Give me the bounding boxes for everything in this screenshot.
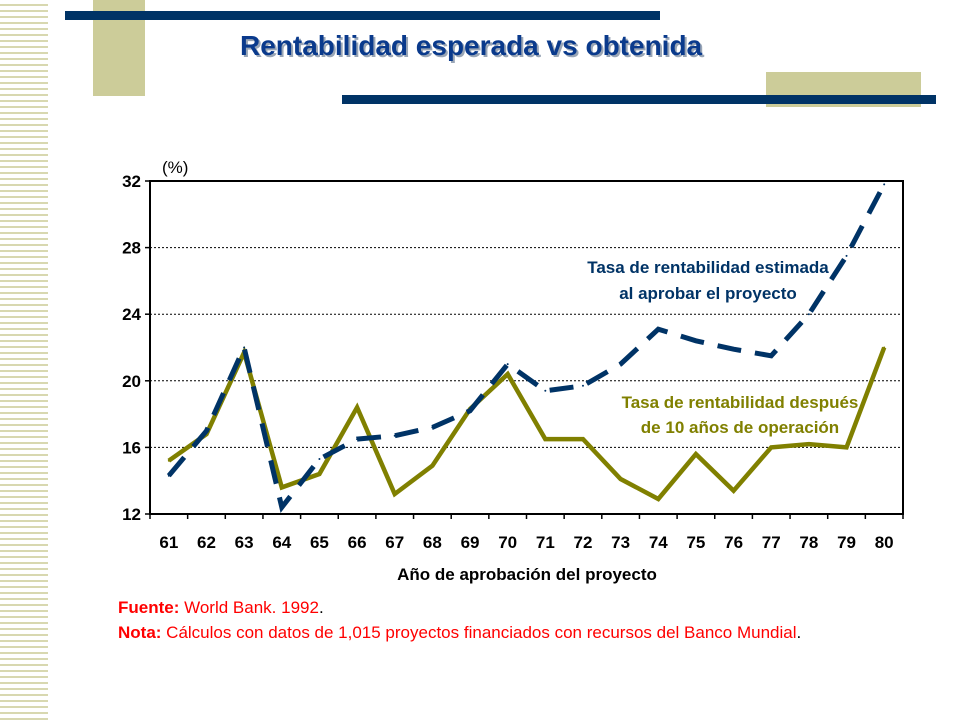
- x-tick-label: 77: [762, 533, 781, 552]
- x-tick-label: 75: [686, 533, 705, 552]
- point-expected: [845, 254, 848, 257]
- x-tick-label: 63: [235, 533, 254, 552]
- series-line-obtained: [167, 345, 887, 502]
- x-tick-label: 65: [310, 533, 329, 552]
- point-obtained: [732, 489, 735, 492]
- point-expected: [205, 429, 208, 432]
- point-expected: [581, 384, 584, 387]
- point-expected: [167, 474, 170, 477]
- plot-frame: [149, 180, 904, 515]
- note-label: Nota:: [118, 623, 162, 642]
- point-expected: [506, 363, 509, 366]
- point-expected: [318, 458, 321, 461]
- decor-navy-bar-top: [65, 11, 660, 20]
- point-expected: [356, 438, 359, 441]
- x-tick-label: 69: [461, 533, 480, 552]
- series-line-expected: [166, 183, 887, 513]
- point-obtained: [167, 459, 170, 462]
- point-expected: [732, 348, 735, 351]
- x-tick-label: 72: [574, 533, 593, 552]
- point-obtained: [393, 493, 396, 496]
- label-obtained-line-1: Tasa de rentabilidad después: [622, 393, 859, 412]
- x-tick-label: 79: [837, 533, 856, 552]
- x-tick-label: 76: [724, 533, 743, 552]
- point-obtained: [280, 486, 283, 489]
- x-tick-label: 80: [875, 533, 894, 552]
- point-expected: [807, 313, 810, 316]
- source-note: Fuente: World Bank. 1992.: [118, 598, 324, 618]
- point-obtained: [431, 464, 434, 467]
- note-text: Cálculos con datos de 1,015 proyectos fi…: [161, 623, 797, 642]
- label-obtained-line-2: de 10 años de operación: [641, 418, 839, 437]
- point-obtained: [694, 453, 697, 456]
- point-expected: [243, 346, 246, 349]
- slide-title: Rentabilidad esperada vs obtenida: [240, 30, 703, 61]
- x-tick-label: 66: [348, 533, 367, 552]
- label-expected-line-2: al aprobar el proyecto: [619, 284, 797, 303]
- label-expected-line-1: Tasa de rentabilidad estimada: [587, 258, 829, 277]
- source-label: Fuente:: [118, 598, 180, 617]
- point-obtained: [619, 478, 622, 481]
- x-tick-label: 71: [536, 533, 555, 552]
- y-axis-label: (%): [162, 158, 188, 177]
- y-tick-label: 24: [122, 305, 141, 324]
- y-tick-label: 12: [122, 505, 141, 524]
- point-obtained: [770, 446, 773, 449]
- note-end: .: [796, 623, 802, 642]
- point-expected: [770, 354, 773, 357]
- y-tick-label: 28: [122, 239, 141, 258]
- calc-note: Nota: Cálculos con datos de 1,015 proyec…: [118, 623, 801, 643]
- point-expected: [431, 426, 434, 429]
- point-obtained: [318, 473, 321, 476]
- point-expected: [883, 183, 886, 186]
- x-tick-label: 64: [272, 533, 291, 552]
- point-obtained: [883, 346, 886, 349]
- y-tick-label: 32: [122, 172, 141, 191]
- x-tick-label: 70: [498, 533, 517, 552]
- point-expected: [469, 409, 472, 412]
- point-expected: [619, 363, 622, 366]
- x-axis-label: Año de aprobación del proyecto: [397, 565, 657, 584]
- point-expected: [657, 328, 660, 331]
- point-obtained: [544, 438, 547, 441]
- point-obtained: [581, 438, 584, 441]
- point-expected: [694, 339, 697, 342]
- point-obtained: [845, 446, 848, 449]
- y-tick-label: 16: [122, 438, 141, 457]
- y-tick-label: 20: [122, 372, 141, 391]
- point-obtained: [657, 498, 660, 501]
- source-end: .: [318, 598, 324, 617]
- point-expected: [280, 506, 283, 509]
- striped-side-bar: [0, 0, 48, 720]
- x-tick-label: 61: [159, 533, 178, 552]
- x-tick-label: 74: [649, 533, 668, 552]
- x-tick-label: 73: [611, 533, 630, 552]
- point-obtained: [506, 373, 509, 376]
- source-text: World Bank. 1992: [179, 598, 319, 617]
- x-tick-label: 68: [423, 533, 442, 552]
- point-expected: [393, 434, 396, 437]
- point-obtained: [356, 406, 359, 409]
- point-obtained: [807, 443, 810, 446]
- x-tick-label: 78: [799, 533, 818, 552]
- decor-navy-bar-bottom: [342, 95, 936, 104]
- x-tick-label: 62: [197, 533, 216, 552]
- x-tick-label: 67: [385, 533, 404, 552]
- point-expected: [544, 389, 547, 392]
